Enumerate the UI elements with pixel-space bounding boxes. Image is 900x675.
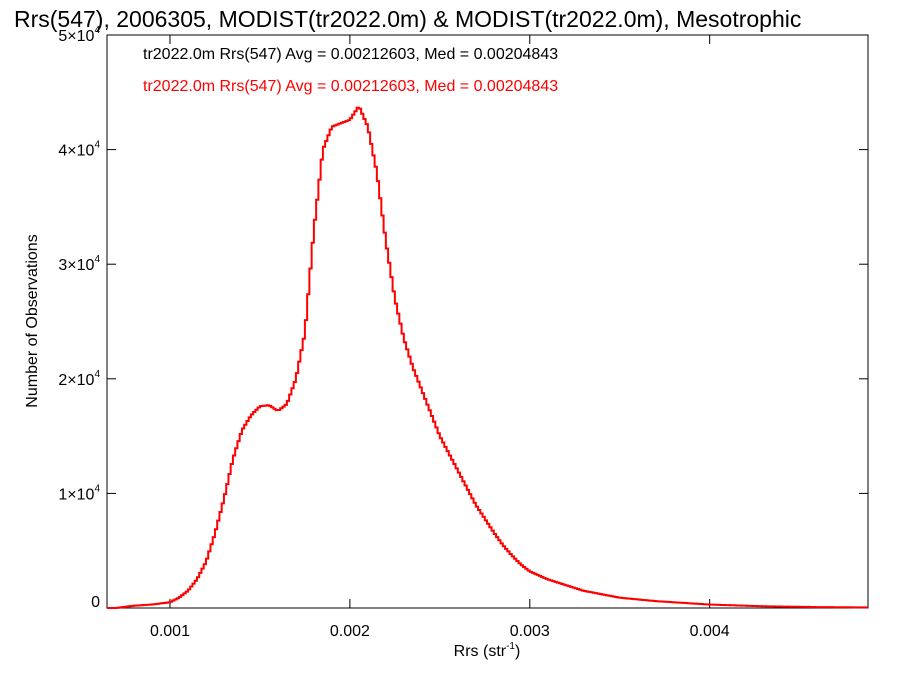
legend-entry-black: tr2022.0m Rrs(547) Avg = 0.00212603, Med… xyxy=(143,46,558,63)
y-axis-ticks: 0 1×104 2×104 3×104 4×104 5×104 xyxy=(58,25,868,611)
x-tick-label: 0.001 xyxy=(150,623,190,640)
y-tick-label: 4×104 xyxy=(58,140,100,160)
legend-entry-red: tr2022.0m Rrs(547) Avg = 0.00212603, Med… xyxy=(143,78,558,95)
histogram-series-line xyxy=(107,106,869,609)
y-axis-label: Number of Observations xyxy=(24,234,41,407)
x-tick-label: 0.002 xyxy=(330,623,370,640)
y-tick-label: 3×104 xyxy=(58,254,100,274)
x-tick-label: 0.004 xyxy=(690,623,730,640)
chart-title: Rrs(547), 2006305, MODIST(tr2022.0m) & M… xyxy=(14,6,801,32)
y-tick-label: 5×104 xyxy=(58,25,100,45)
x-axis-label: Rrs (str-1) xyxy=(454,641,521,660)
y-tick-label: 2×104 xyxy=(58,369,100,389)
x-axis-ticks: 0.001 0.002 0.003 0.004 xyxy=(150,35,730,640)
y-tick-label: 1×104 xyxy=(58,483,100,503)
y-tick-label: 0 xyxy=(91,594,100,611)
x-tick-label: 0.003 xyxy=(510,623,550,640)
plot-frame xyxy=(106,34,869,609)
